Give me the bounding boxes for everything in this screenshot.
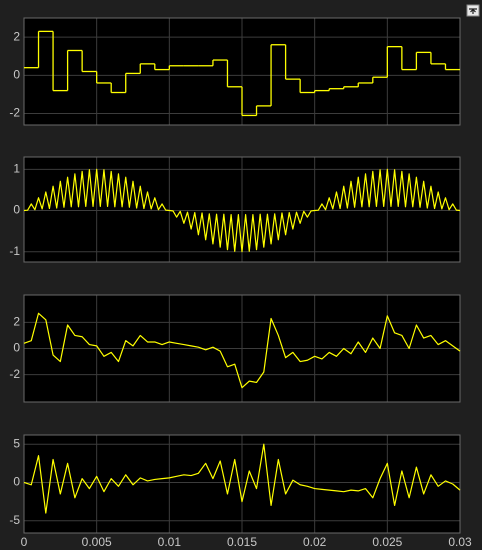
x-tick-label: 0.005 bbox=[82, 535, 112, 549]
axes-border bbox=[23, 434, 461, 534]
axes-border bbox=[23, 156, 461, 263]
y-tick-label: 0 bbox=[13, 67, 20, 81]
y-tick-label: 5 bbox=[13, 436, 20, 450]
y-tick-label: 0 bbox=[13, 341, 20, 355]
axes-border bbox=[23, 17, 461, 126]
y-tick-label: 2 bbox=[13, 315, 20, 329]
undock-icon[interactable] bbox=[466, 4, 480, 17]
y-tick-label: -2 bbox=[9, 106, 20, 120]
x-tick-label: 0.015 bbox=[227, 535, 257, 549]
y-tick-label: -5 bbox=[9, 513, 20, 527]
y-tick-label: -1 bbox=[9, 244, 20, 258]
x-tick-label: 0 bbox=[21, 535, 28, 549]
signal-line bbox=[23, 168, 461, 253]
signal-line bbox=[23, 443, 461, 514]
signal-line bbox=[23, 312, 461, 389]
axes-border bbox=[23, 294, 461, 403]
x-tick-label: 0.01 bbox=[158, 535, 182, 549]
y-tick-label: -2 bbox=[9, 367, 20, 381]
y-tick-label: 0 bbox=[13, 203, 20, 217]
x-tick-label: 0.025 bbox=[372, 535, 402, 549]
y-tick-label: 0 bbox=[13, 475, 20, 489]
y-tick-label: 2 bbox=[13, 29, 20, 43]
x-tick-label: 0.02 bbox=[303, 535, 327, 549]
x-tick-label: 0.03 bbox=[448, 535, 472, 549]
icon-glyph[interactable] bbox=[469, 8, 477, 14]
y-tick-label: 1 bbox=[13, 162, 20, 176]
